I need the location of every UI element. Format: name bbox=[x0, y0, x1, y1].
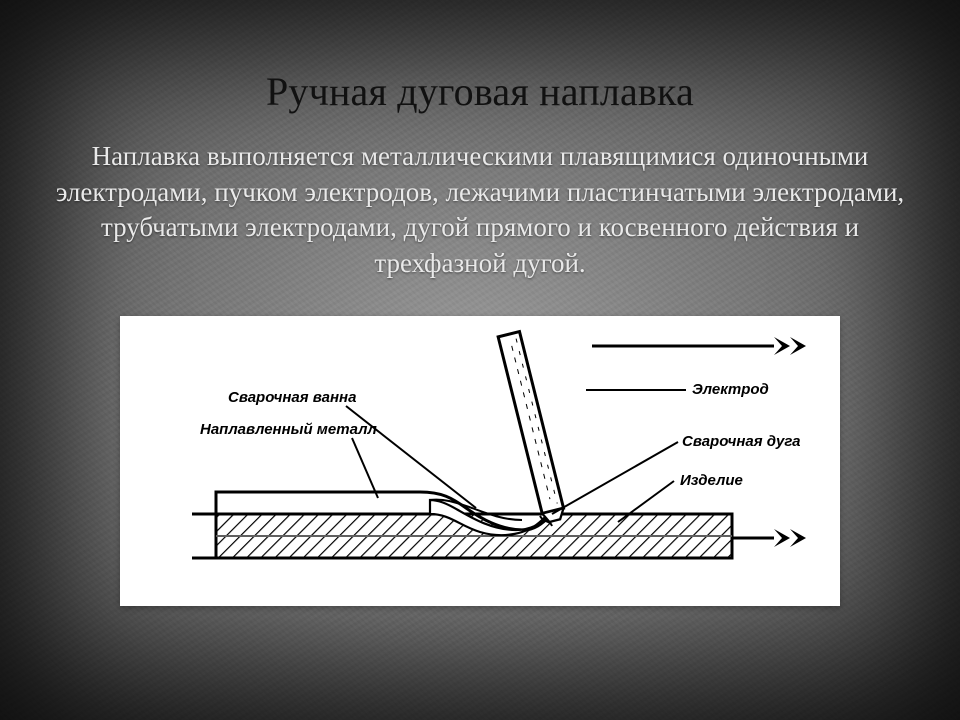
label-welding-arc: Сварочная дуга bbox=[682, 433, 801, 450]
diagram-svg: Сварочная ванна Наплавленный металл Элек… bbox=[120, 316, 840, 606]
label-electrode: Электрод bbox=[692, 381, 769, 398]
slide-content: Ручная дуговая наплавка Наплавка выполня… bbox=[0, 0, 960, 606]
welding-diagram: Сварочная ванна Наплавленный металл Элек… bbox=[120, 316, 840, 606]
label-deposited-metal: Наплавленный металл bbox=[200, 421, 377, 438]
terminal-bottom-icon bbox=[774, 529, 806, 547]
leader-deposited bbox=[352, 438, 378, 498]
label-workpiece: Изделие bbox=[680, 472, 743, 489]
slide-title: Ручная дуговая наплавка bbox=[48, 68, 912, 115]
leader-arc bbox=[552, 442, 678, 514]
electrode bbox=[498, 331, 566, 523]
slide-description: Наплавка выполняется металлическими плав… bbox=[48, 139, 912, 282]
terminal-top-icon bbox=[774, 337, 806, 355]
label-weld-pool: Сварочная ванна bbox=[228, 389, 356, 406]
